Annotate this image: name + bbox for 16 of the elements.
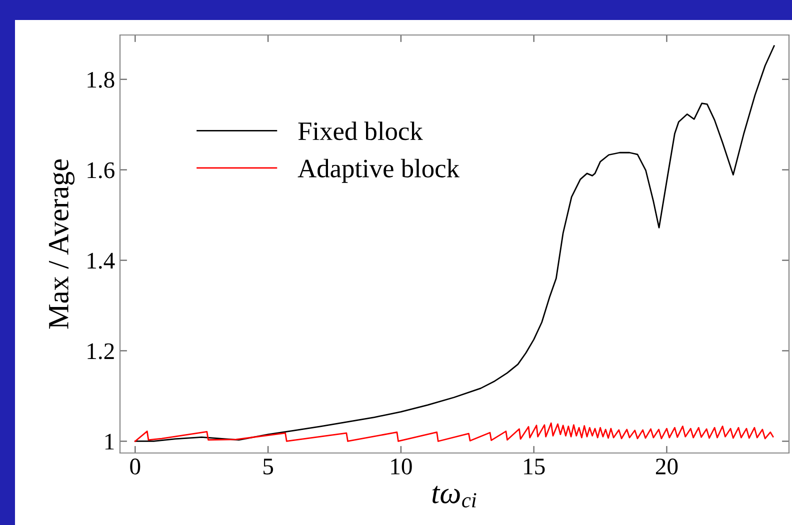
legend-label: Fixed block [298,122,423,140]
x-tick-label: 20 [656,458,678,474]
y-axis-title: Max / Average [48,159,75,329]
x-tick-label: 15 [524,458,545,474]
line-series [134,45,775,442]
y-tick-label: 1.4 [88,252,115,269]
legend-label: Adaptive block [298,158,460,183]
x-tick-label: 5 [264,458,274,474]
y-tick-label: 1.8 [88,72,114,88]
y-tick-label: 1.2 [88,343,114,360]
x-tick-label: 0 [130,458,140,474]
x-tick-label: 10 [391,458,412,474]
y-tick-label: 1.6 [88,162,114,178]
line-series [134,422,774,442]
x-axis-title: tω$_{ci}$ [432,486,476,508]
y-tick-label: 1 [105,434,114,450]
